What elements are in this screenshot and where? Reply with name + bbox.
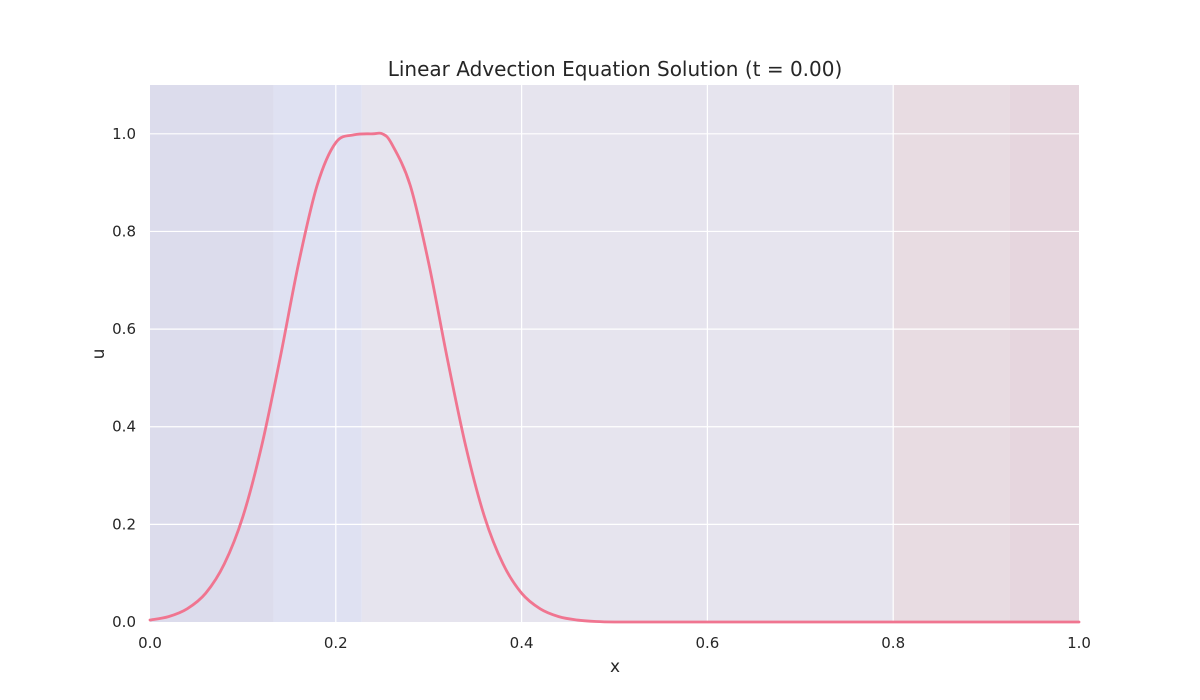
chart-title: Linear Advection Equation Solution (t = …: [388, 57, 843, 81]
y-tick-label-1: 0.2: [112, 515, 136, 533]
background-band-1: [273, 85, 362, 622]
background-band-2: [361, 85, 894, 622]
y-tick-label-5: 1.0: [112, 125, 136, 143]
grid-lines: [150, 85, 1079, 622]
y-tick-labels: 0.0 0.2 0.4 0.6 0.8 1.0: [112, 125, 136, 631]
background-band-4: [1009, 85, 1079, 622]
x-tick-label-5: 1.0: [1067, 634, 1091, 652]
x-tick-label-3: 0.6: [695, 634, 719, 652]
y-tick-label-0: 0.0: [112, 613, 136, 631]
y-axis-label: u: [89, 349, 109, 360]
y-tick-label-3: 0.6: [112, 320, 136, 338]
x-tick-label-0: 0.0: [138, 634, 162, 652]
background-bands: [150, 85, 1079, 622]
background-band-3: [893, 85, 1010, 622]
y-tick-label-2: 0.4: [112, 418, 136, 436]
series-line-0: [148, 131, 1081, 624]
background-band-0: [150, 85, 274, 622]
y-tick-label-4: 0.8: [112, 222, 136, 240]
series-layer: [148, 131, 1081, 624]
x-axis-label: x: [610, 657, 620, 677]
x-tick-label-4: 0.8: [881, 634, 905, 652]
x-tick-labels: 0.0 0.2 0.4 0.6 0.8 1.0: [138, 634, 1091, 652]
x-tick-label-2: 0.4: [510, 634, 534, 652]
x-tick-label-1: 0.2: [324, 634, 348, 652]
